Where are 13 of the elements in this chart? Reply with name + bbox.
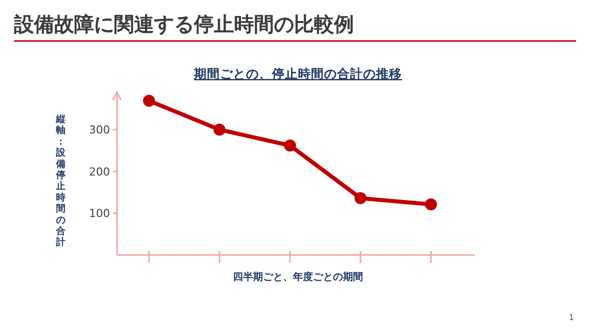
y-tick-label: 200	[89, 165, 110, 178]
chart-subtitle: 期間ごとの、停止時間の合計の推移	[193, 66, 402, 81]
point	[425, 198, 437, 210]
point	[214, 124, 226, 136]
x-axis-title: 四半期ごと、年度ごとの期間	[233, 271, 363, 283]
point	[354, 192, 366, 204]
text: 縦軸：設備停止時間の合計	[56, 114, 66, 248]
text: 1	[568, 313, 574, 322]
point	[143, 94, 155, 107]
chart-title: 設備故障に関連する停止時間の比較例	[13, 12, 354, 36]
y-tick-label: 300	[89, 124, 110, 137]
point	[284, 139, 296, 152]
y-tick-label: 100	[89, 207, 110, 220]
